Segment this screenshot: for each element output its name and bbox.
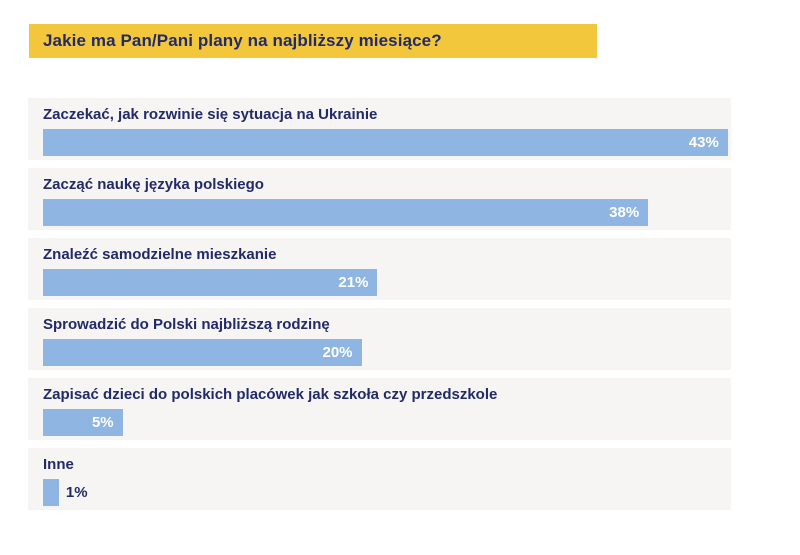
- bar-category-label: Zapisać dzieci do polskich placówek jak …: [43, 386, 498, 403]
- bar-value-label: 38%: [609, 204, 640, 221]
- bar-value-label: 43%: [688, 134, 719, 151]
- bar: 5%: [43, 409, 123, 436]
- bar-row: Zapisać dzieci do polskich placówek jak …: [28, 378, 731, 440]
- chart-title-banner: Jakie ma Pan/Pani plany na najbliższy mi…: [29, 24, 597, 58]
- bar-value-label: 21%: [338, 274, 369, 291]
- bar: 43%: [43, 129, 728, 156]
- bar-category-label: Znaleźć samodzielne mieszkanie: [43, 246, 277, 263]
- bar: [43, 479, 59, 506]
- bar: 21%: [43, 269, 378, 296]
- bar-row: Inne 1%: [28, 448, 731, 510]
- bar-category-label: Inne: [43, 456, 74, 473]
- bar-value-label: 20%: [322, 344, 353, 361]
- chart-title: Jakie ma Pan/Pani plany na najbliższy mi…: [43, 31, 442, 50]
- bar-value-label: 5%: [91, 414, 114, 431]
- bar-category-label: Zacząć naukę języka polskiego: [43, 176, 264, 193]
- bar-chart: Zaczekać, jak rozwinie się sytuacja na U…: [28, 98, 731, 510]
- bar-track: 21%: [43, 269, 731, 296]
- bar-track: 5%: [43, 409, 731, 436]
- bar-track: 43%: [43, 129, 731, 156]
- bar-row: Sprowadzić do Polski najbliższą rodzinę 2…: [28, 308, 731, 370]
- bar-category-label: Sprowadzić do Polski najbliższą rodzinę: [43, 316, 330, 333]
- bar-track: 38%: [43, 199, 731, 226]
- bar-category-label: Zaczekać, jak rozwinie się sytuacja na U…: [43, 106, 378, 123]
- bar: 20%: [43, 339, 362, 366]
- bar-track: 20%: [43, 339, 731, 366]
- bar-value-label: 1%: [65, 484, 88, 501]
- bar-row: Zacząć naukę języka polskiego 38%: [28, 168, 731, 230]
- bar-row: Zaczekać, jak rozwinie się sytuacja na U…: [28, 98, 731, 160]
- bar-track: 1%: [43, 479, 731, 506]
- bar-row: Znaleźć samodzielne mieszkanie 21%: [28, 238, 731, 300]
- bar: 38%: [43, 199, 649, 226]
